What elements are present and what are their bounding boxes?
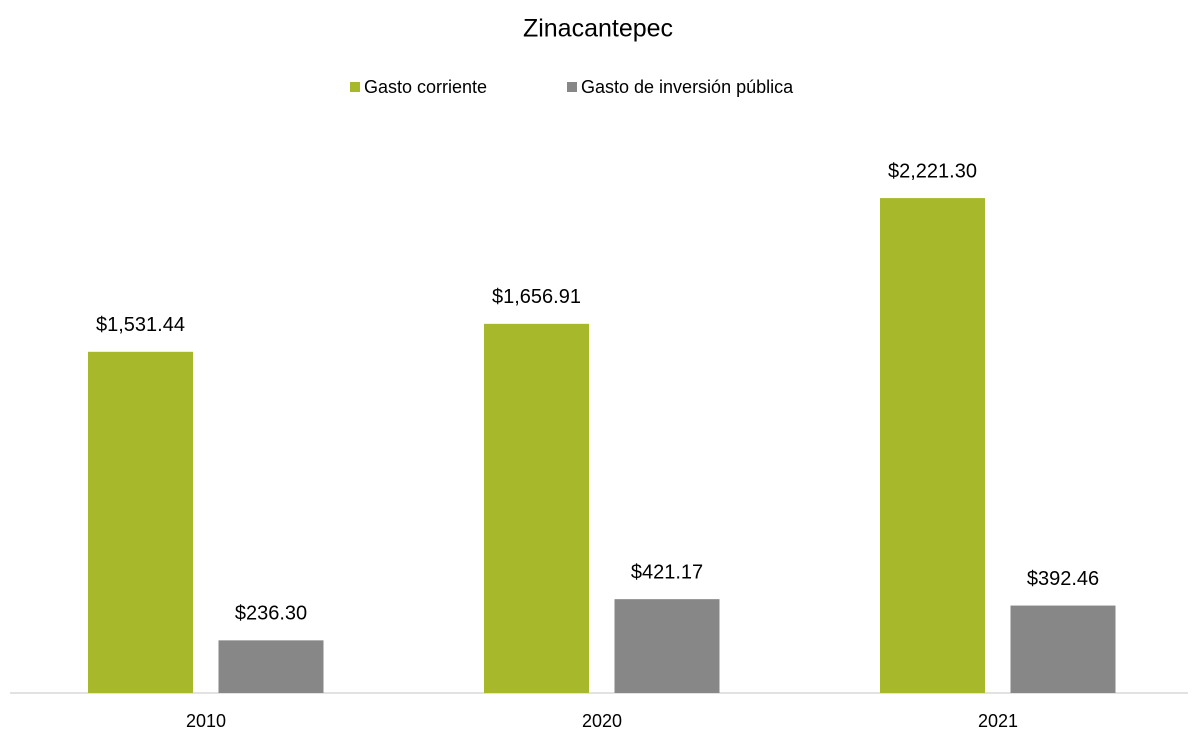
- data-label: $421.17: [631, 561, 703, 583]
- data-label: $1,531.44: [96, 314, 185, 336]
- data-label: $2,221.30: [888, 160, 977, 182]
- x-tick-label: 2010: [186, 711, 226, 731]
- bar: [88, 351, 193, 693]
- bar: [1010, 605, 1116, 693]
- legend-swatch: [567, 82, 577, 92]
- data-label: $1,656.91: [492, 286, 581, 308]
- bar: [484, 323, 589, 693]
- legend-label: Gasto corriente: [364, 77, 487, 97]
- chart-title: Zinacantepec: [523, 15, 673, 43]
- bar: [880, 198, 985, 693]
- bar: [218, 640, 324, 693]
- legend-swatch: [350, 82, 360, 92]
- x-tick-label: 2020: [582, 711, 622, 731]
- x-tick-label: 2021: [978, 711, 1018, 731]
- legend-label: Gasto de inversión pública: [581, 77, 794, 97]
- data-label: $392.46: [1027, 568, 1099, 590]
- data-label: $236.30: [235, 603, 307, 625]
- bar: [614, 599, 720, 693]
